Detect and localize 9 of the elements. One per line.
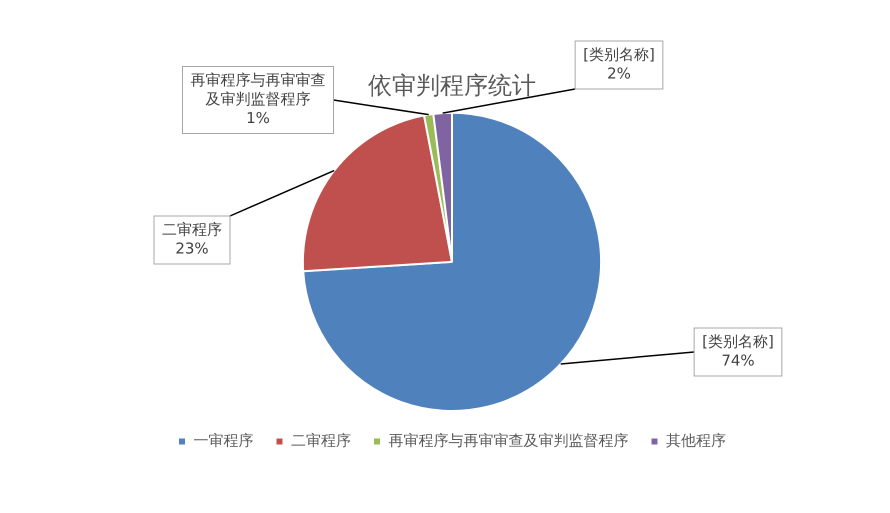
data-label: [类别名称] 2% [583,45,655,82]
legend-label: 再审程序与再审审查及审判监督程序 [388,431,628,450]
text: 依审判程序统计 [368,72,536,100]
data-label: 再审程序与再审审查及审判监督程序 1% [190,70,326,127]
data-label: 二审程序 23% [162,220,222,258]
legend-label: 一审程序 [194,431,254,450]
legend-label: 其他程序 [666,431,726,450]
data-label: [类别名称] 74% [702,332,774,370]
legend-label: 二审程序 [291,431,351,450]
